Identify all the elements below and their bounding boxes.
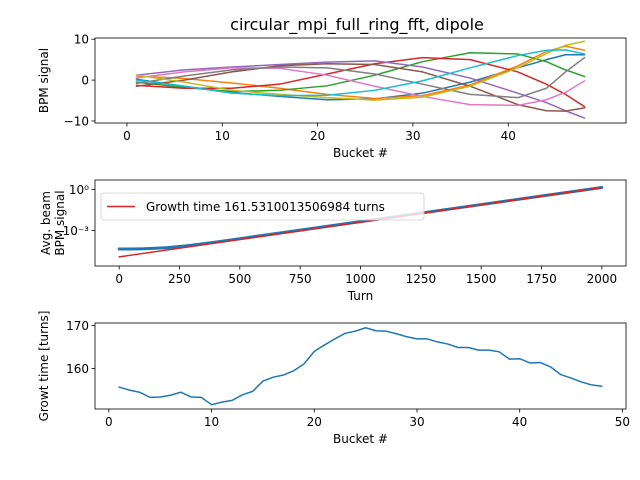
- x-tick-label: 0: [115, 272, 123, 286]
- axes-frame: [94, 37, 627, 124]
- x-tick-label: 500: [228, 272, 251, 286]
- series-group: [135, 40, 586, 119]
- y-tick-label: 10: [74, 33, 89, 47]
- x-tick-label: 1750: [526, 272, 557, 286]
- x-tick-label: 30: [405, 129, 420, 143]
- y-tick-label: −10: [64, 114, 89, 128]
- y-tick-label: 0: [81, 74, 89, 88]
- legend-box: [100, 192, 425, 221]
- y-axis-label-line: BPM signal: [37, 48, 51, 113]
- series-line-6: [135, 63, 586, 112]
- x-tick-label: 50: [615, 415, 630, 429]
- x-tick-label: 0: [123, 129, 131, 143]
- y-axis-label: Avg. beamBPM signal: [39, 190, 67, 255]
- y-axis-label-line: Avg. beam: [39, 191, 53, 255]
- series-line-1: [118, 326, 603, 406]
- y-axis-label: Growt time [turns]: [37, 311, 51, 422]
- y-tick-label: 10⁻³: [63, 224, 90, 238]
- x-tick-label: 30: [409, 415, 424, 429]
- series-line-9: [135, 40, 586, 101]
- y-tick-label: 170: [66, 319, 89, 333]
- legend: Growth time 161.5310013506984 turns: [100, 192, 425, 221]
- x-tick-label: 1250: [406, 272, 437, 286]
- x-tick-label: 1500: [466, 272, 497, 286]
- x-tick-label: 2000: [587, 272, 618, 286]
- x-axis-label: Bucket #: [333, 432, 388, 446]
- x-tick-label: 40: [512, 415, 527, 429]
- panel-bpm-signal: 0 10 20 30 40 −10 0 10 Bucket # BPM signal: [37, 33, 627, 160]
- x-tick-label: 1000: [345, 272, 376, 286]
- x-tick-label: 0: [105, 415, 113, 429]
- x-tick-label: 10: [215, 129, 230, 143]
- x-axis-label: Bucket #: [333, 146, 388, 160]
- x-tick-label: 20: [307, 415, 322, 429]
- y-axis-label: BPM signal: [37, 48, 51, 113]
- x-tick-label: 10: [204, 415, 219, 429]
- y-axis-label-line: Growt time [turns]: [37, 311, 51, 422]
- y-tick-label: 160: [66, 362, 89, 376]
- legend-label: Growth time 161.5310013506984 turns: [146, 200, 385, 214]
- axes-frame: [94, 322, 627, 410]
- y-axis-label-line: BPM signal: [53, 190, 67, 255]
- x-tick-label: 40: [501, 129, 516, 143]
- series-line-8: [135, 56, 586, 99]
- figure-title: circular_mpi_full_ring_fft, dipole: [230, 15, 484, 35]
- series-line-2: [118, 186, 603, 258]
- series-group: [118, 326, 603, 406]
- panel-avg-beam-signal: 0 250 500 750 1000 1250 1500 1750 2000 10⁰ 10⁻³ Tur…: [39, 179, 627, 303]
- series-line-5: [135, 60, 586, 119]
- y-tick-label: 10⁰: [69, 183, 89, 197]
- x-tick-label: 20: [310, 129, 325, 143]
- series-line-7: [135, 67, 586, 107]
- x-tick-label: 250: [168, 272, 191, 286]
- series-line-10: [135, 49, 586, 97]
- panel-growth-time: 0 10 20 30 40 50 160 170 Bucket # Growt time [tur…: [37, 311, 630, 446]
- x-tick-label: 750: [289, 272, 312, 286]
- x-axis-label: Turn: [347, 289, 373, 303]
